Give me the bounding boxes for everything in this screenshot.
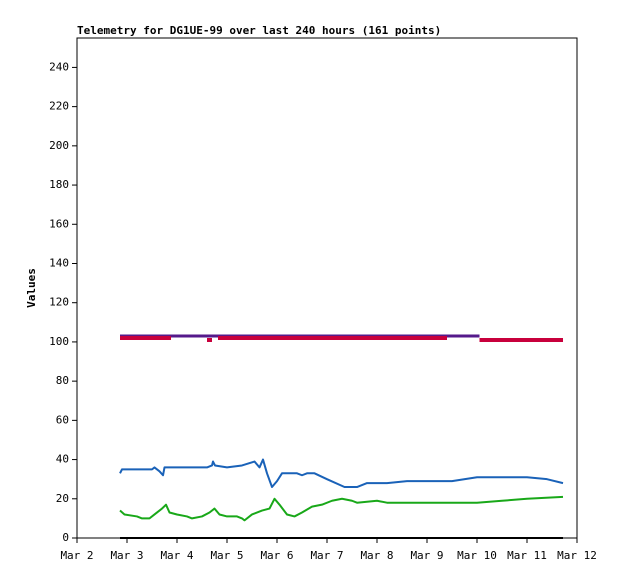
y-axis-label: Values xyxy=(25,268,38,308)
x-tick-label: Mar 4 xyxy=(160,549,193,562)
y-tick-label: 200 xyxy=(49,139,69,152)
plot-frame xyxy=(76,37,578,539)
x-tick-label: Mar 6 xyxy=(260,549,293,562)
series-line xyxy=(119,495,564,522)
series-line xyxy=(120,336,563,342)
y-tick-label: 80 xyxy=(56,374,69,387)
y-tick-label: 100 xyxy=(49,335,69,348)
x-tick-label: Mar 9 xyxy=(410,549,443,562)
x-tick-label: Mar 3 xyxy=(110,549,143,562)
x-tick-label: Mar 8 xyxy=(360,549,393,562)
series-line xyxy=(119,458,564,489)
x-tick-label: Mar 10 xyxy=(457,549,497,562)
x-tick-label: Mar 5 xyxy=(210,549,243,562)
y-tick-label: 140 xyxy=(49,256,69,269)
y-tick-label: 160 xyxy=(49,217,69,230)
x-tick-label: Mar 12 xyxy=(557,549,597,562)
y-tick-label: 60 xyxy=(56,413,69,426)
chart-title: Telemetry for DG1UE-99 over last 240 hou… xyxy=(77,24,441,37)
x-tick-label: Mar 2 xyxy=(60,549,93,562)
x-tick-label: Mar 11 xyxy=(507,549,547,562)
y-tick-label: 220 xyxy=(49,100,69,113)
y-tick-label: 180 xyxy=(49,178,69,191)
y-tick-label: 120 xyxy=(49,296,69,309)
y-tick-label: 20 xyxy=(56,492,69,505)
y-tick-label: 0 xyxy=(62,531,69,544)
y-tick-label: 40 xyxy=(56,453,69,466)
y-tick-label: 240 xyxy=(49,60,69,73)
x-tick-label: Mar 7 xyxy=(310,549,343,562)
